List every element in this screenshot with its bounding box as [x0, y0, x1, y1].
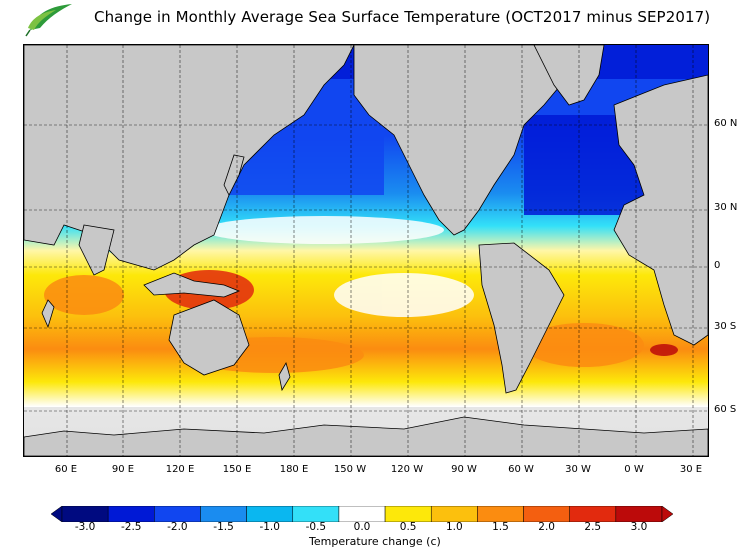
legend-swatch	[246, 506, 294, 522]
south-america	[478, 242, 565, 394]
legend-swatch	[61, 506, 109, 522]
legend-swatch	[523, 506, 570, 522]
legend-tick-label: -1.5	[213, 521, 234, 533]
map-title: Change in Monthly Average Sea Surface Te…	[94, 8, 711, 26]
lon-label-150e: 150 E	[222, 464, 252, 475]
lat-label-60s: 60 S	[714, 404, 737, 415]
maritime-continent	[143, 272, 241, 298]
land-masses	[24, 45, 708, 456]
lon-label-0w: 0 W	[624, 464, 644, 475]
lon-label-120e: 120 E	[165, 464, 195, 475]
lon-label-120w: 120 W	[390, 464, 424, 475]
lat-label-30s: 30 S	[714, 321, 737, 332]
legend-swatch	[200, 506, 247, 522]
greenland	[533, 45, 605, 106]
madagascar	[41, 299, 55, 329]
legend-swatch	[384, 506, 432, 522]
legend-swatch	[569, 506, 617, 522]
new-zealand	[278, 361, 291, 392]
legend-title: Temperature change (c)	[309, 535, 441, 548]
legend-tick-label: -2.5	[120, 521, 142, 533]
legend-arrow-right	[661, 506, 673, 522]
antarctica	[24, 416, 708, 456]
legend-swatch	[107, 506, 155, 522]
legend-swatch	[292, 506, 340, 522]
legend-tick-label: 0.5	[399, 521, 417, 533]
lon-label-180e: 180 E	[279, 464, 309, 475]
lon-label-60w: 60 W	[508, 464, 534, 475]
lon-label-150w: 150 W	[333, 464, 367, 475]
legend-tick-label: -3.0	[74, 521, 96, 533]
japan	[223, 154, 245, 196]
lon-label-60e: 60 E	[54, 464, 78, 475]
legend-tick-label: 2.5	[584, 521, 602, 533]
north-america	[353, 45, 585, 236]
sst-change-map	[23, 44, 709, 457]
map-canvas	[24, 45, 708, 456]
legend-colorbar	[51, 506, 673, 522]
lon-label-90w: 90 W	[451, 464, 477, 475]
lon-label-30w: 30 W	[565, 464, 591, 475]
legend-swatch	[615, 506, 663, 522]
legend-tick-label: 0.0	[353, 521, 371, 533]
legend-tick-label: 1.5	[492, 521, 509, 533]
legend-tick-label: -1.0	[259, 521, 280, 533]
legend-tick-label: 2.0	[538, 521, 555, 533]
australia	[168, 299, 250, 376]
legend-swatch	[477, 506, 524, 522]
eurasia	[24, 45, 355, 271]
india	[78, 224, 115, 276]
legend-swatch	[154, 506, 201, 522]
legend-arrow-left	[51, 506, 63, 522]
legend-tick-label: 1.0	[445, 521, 463, 533]
lon-label-30e: 30 E	[679, 464, 703, 475]
legend-tick-label: -2.0	[167, 521, 188, 533]
legend-swatch	[430, 506, 478, 522]
legend-tick-label: 3.0	[630, 521, 648, 533]
lat-label-0: 0	[714, 260, 721, 271]
lat-label-30n: 30 N	[714, 202, 738, 213]
graticule	[24, 45, 708, 456]
legend-swatch	[338, 506, 386, 522]
legend-tick-label: -0.5	[305, 521, 327, 533]
lat-label-60n: 60 N	[714, 118, 738, 129]
lon-label-90e: 90 E	[111, 464, 135, 475]
leaf-logo-icon	[25, 4, 72, 37]
